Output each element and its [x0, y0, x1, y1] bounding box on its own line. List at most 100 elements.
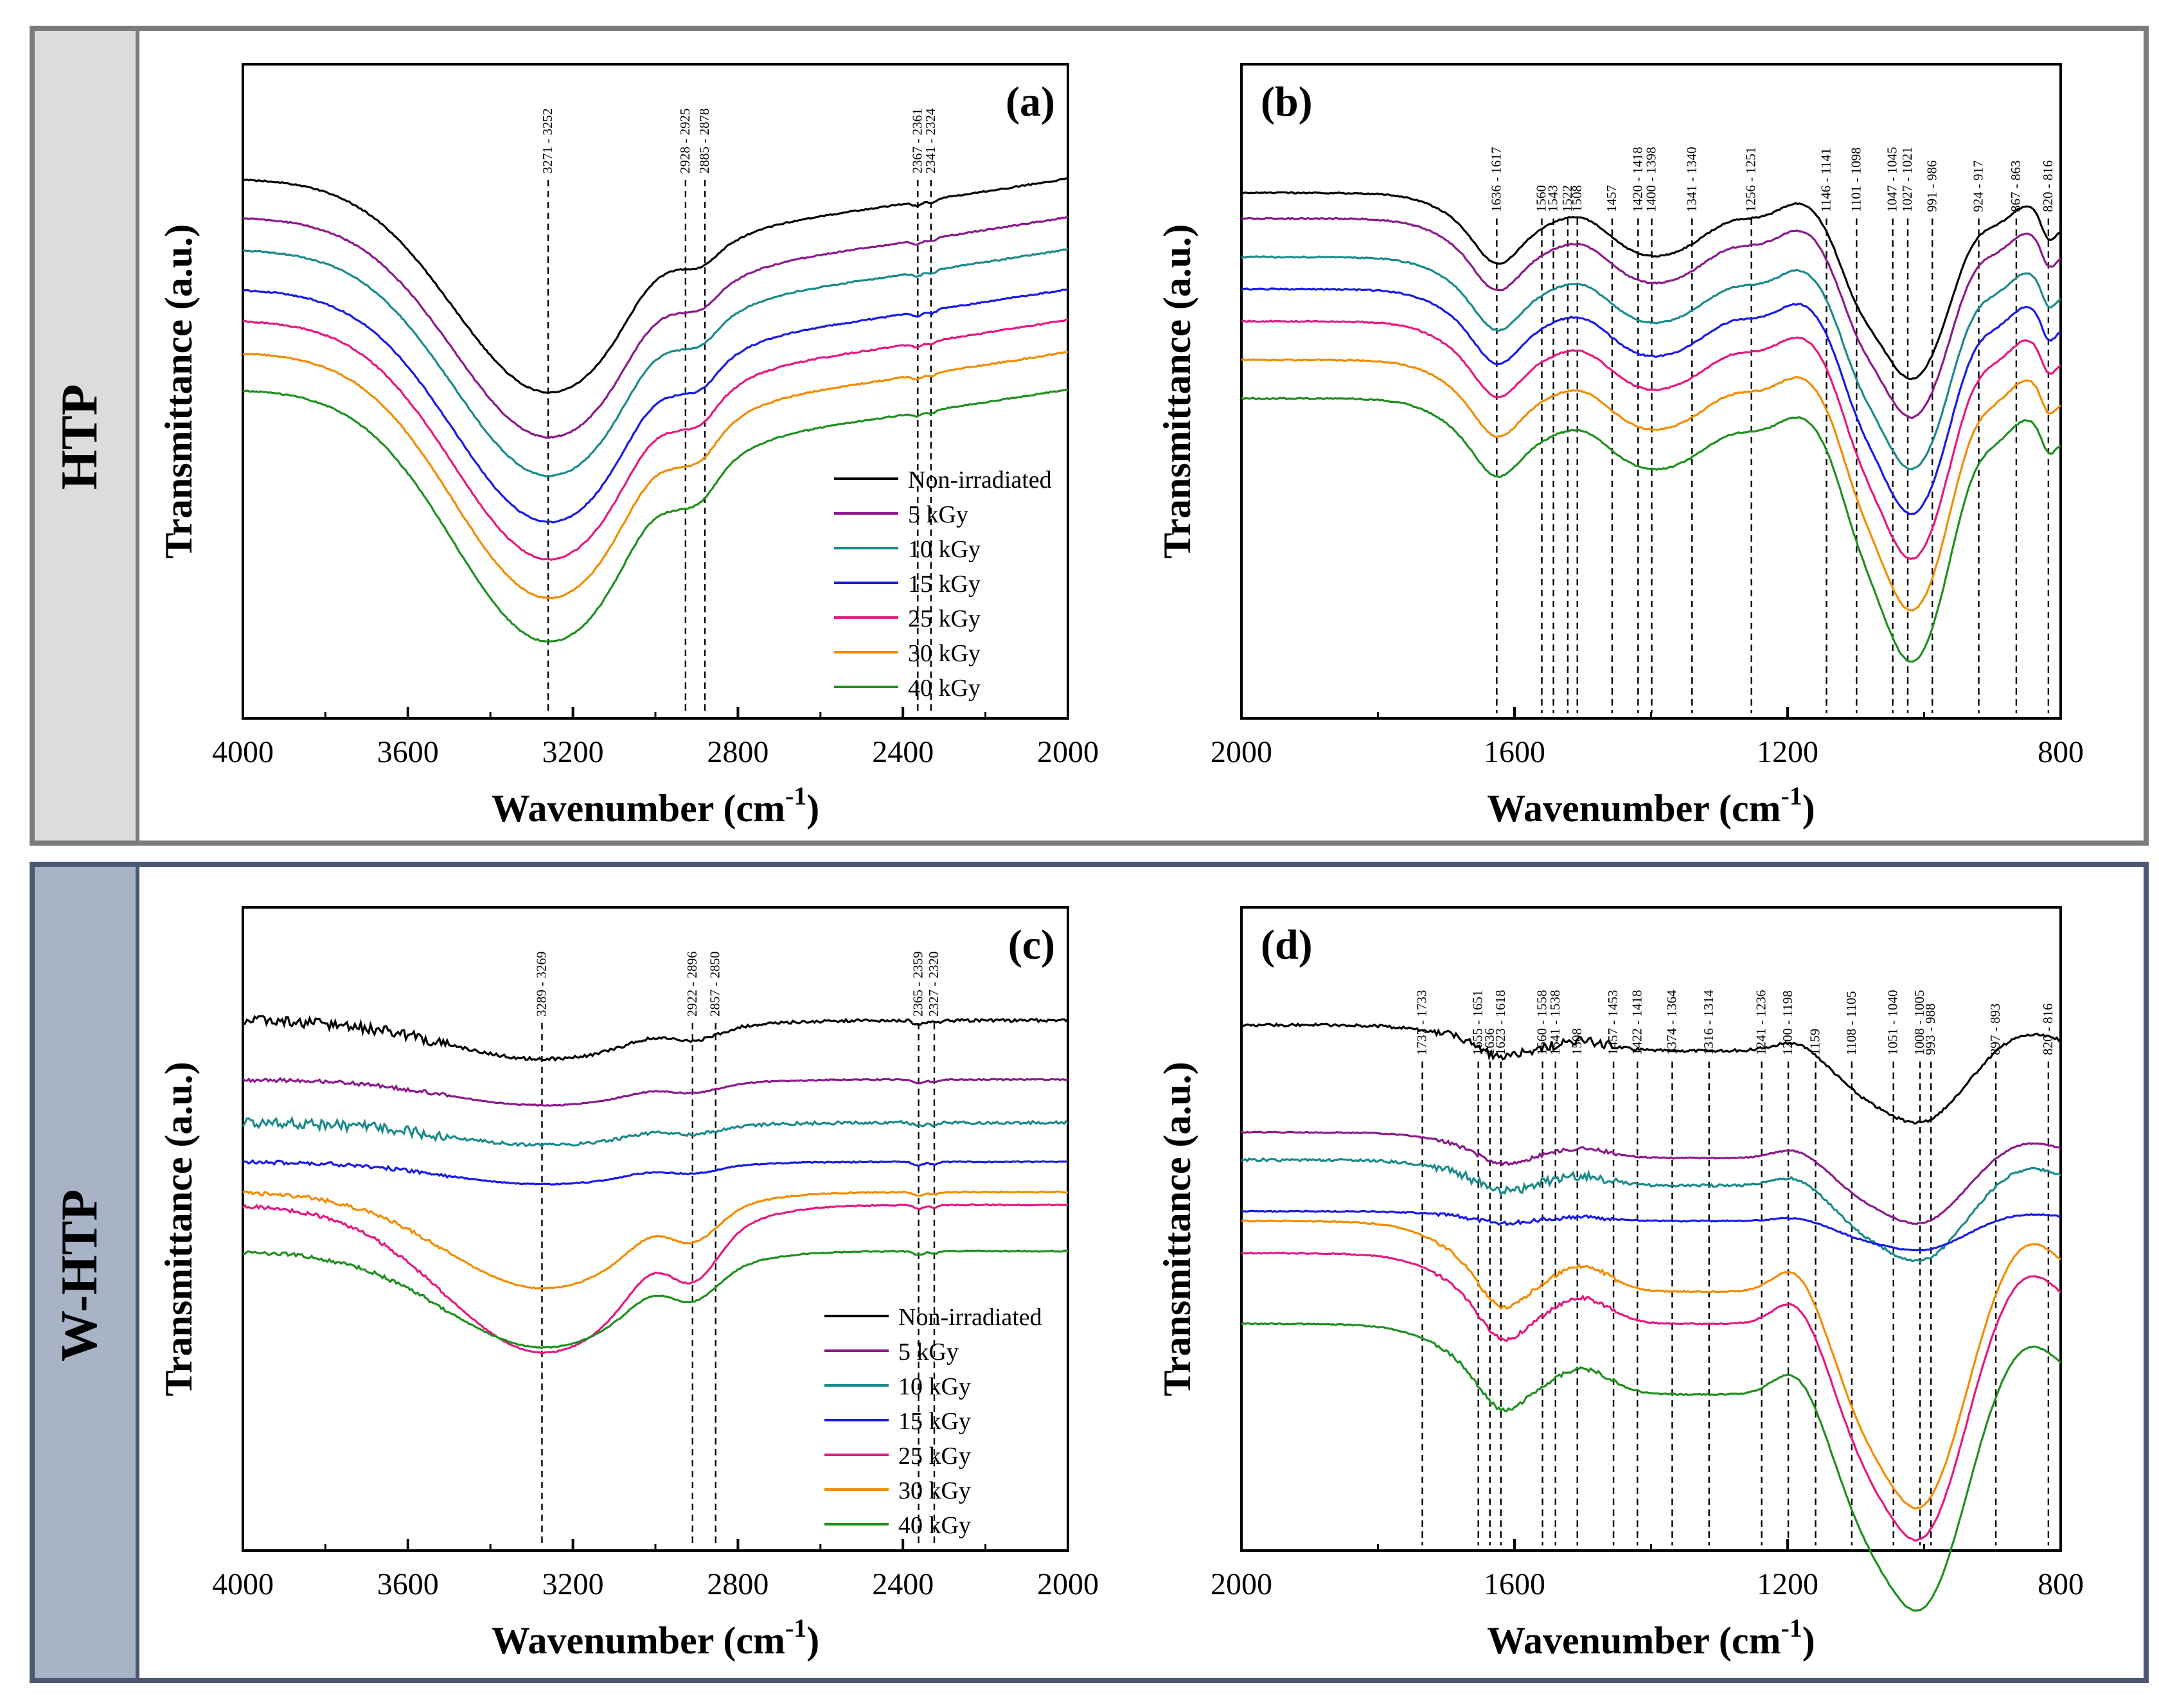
series-line-10-kgy: [242, 1116, 1069, 1148]
peak-label: 2922 - 2896: [684, 952, 700, 1017]
peak-label: 1200 - 1198: [1780, 990, 1795, 1055]
y-axis-label: Transmittance (a.u.): [1156, 1062, 1198, 1396]
series-line-15-kgy: [242, 288, 1069, 524]
peak-label: 1623 - 1618: [1493, 990, 1508, 1056]
peak-label: 1146 - 1141: [1818, 148, 1834, 212]
peak-label: 1316 - 1314: [1701, 990, 1716, 1055]
peak-label: 1241 - 1236: [1754, 990, 1769, 1056]
series-line-5-kgy: [1241, 1130, 2061, 1225]
x-tick-label: 2000: [1037, 1567, 1099, 1601]
panel-label: (a): [1006, 78, 1055, 125]
legend-entry: 10 kGy: [898, 1373, 971, 1400]
peak-label: 1560: [1534, 185, 1549, 212]
group-band-top: [35, 31, 138, 841]
peak-label: 991 - 986: [1924, 161, 1939, 213]
series-line-40-kgy: [242, 1249, 1069, 1349]
series-line-25-kgy: [243, 318, 1069, 562]
peak-label: 1737 - 1733: [1414, 990, 1430, 1056]
peak-label: 1027 - 1021: [1899, 147, 1915, 213]
peak-label: 1256 - 1251: [1743, 147, 1759, 213]
legend: Non-irradiated 5 kGy 10 kGy 15 kGy 25 kGy 30 …: [834, 467, 1052, 702]
legend-entry: 25 kGy: [908, 605, 981, 632]
x-tick-label: 3600: [377, 1567, 439, 1601]
peak-label: 1422 - 1418: [1629, 990, 1644, 1056]
series-line-non-irradiated: [1241, 191, 2061, 380]
series-line-5-kgy: [1241, 217, 2062, 420]
peak-label: 1420 - 1418: [1630, 147, 1645, 213]
series-line-non-irradiated: [242, 177, 1069, 394]
series-line-non-irradiated: [1241, 1022, 2061, 1125]
series-line-10-kgy: [242, 248, 1069, 478]
peak-label: 1508: [1569, 185, 1585, 212]
peak-label: 1560 - 1558: [1534, 990, 1550, 1056]
legend-entry: 30 kGy: [898, 1477, 971, 1504]
x-tick-label: 2400: [872, 735, 934, 769]
chart-panel-c: 4000 3600 3200 2800 2400 2000 Wavenumber (cm-1…: [157, 906, 1099, 1662]
series-line-40-kgy: [1241, 1322, 2062, 1612]
x-tick-label: 3200: [542, 735, 604, 769]
peak-label: 1457: [1604, 185, 1619, 212]
x-tick-label: 4000: [212, 735, 274, 769]
y-axis-label: Transmittance (a.u.): [1156, 224, 1198, 559]
group-label-htp: HTP: [51, 384, 108, 490]
x-tick-label: 1200: [1757, 1567, 1818, 1601]
peak-label: 3271 - 3252: [540, 109, 555, 174]
peak-label: 924 - 917: [1971, 161, 1986, 213]
series-line-25-kgy: [242, 1203, 1069, 1355]
group-frame-top: HTP: [30, 26, 2149, 846]
group-band-bottom: [35, 867, 138, 1678]
series-line-40-kgy: [1241, 396, 2061, 663]
peak-label: 1541 - 1538: [1547, 990, 1563, 1056]
peak-label: 2327 - 2320: [926, 952, 941, 1017]
y-axis-label: Transmittance (a.u.): [157, 1062, 200, 1396]
x-tick-label: 2000: [1037, 735, 1099, 769]
peak-label: 2928 - 2925: [677, 109, 693, 174]
series-line-30-kgy: [1241, 1219, 2061, 1510]
x-axis-label: Wavenumber (cm-1): [1487, 1614, 1815, 1662]
series-line-15-kgy: [1241, 1209, 2061, 1252]
peak-label: 820 - 816: [2040, 1004, 2056, 1056]
peak-label: 2857 - 2850: [707, 952, 723, 1017]
x-tick-label: 4000: [212, 1567, 274, 1601]
x-tick-label: 3600: [377, 735, 439, 769]
peak-label: 1400 - 1398: [1644, 147, 1659, 213]
peak-label: 1047 - 1045: [1885, 147, 1900, 213]
x-tick-label: 1600: [1484, 735, 1545, 769]
legend-entry: 10 kGy: [908, 536, 981, 563]
peak-label: 1051 - 1040: [1885, 990, 1901, 1056]
peak-label: 993 - 988: [1923, 1004, 1938, 1056]
peak-label: 1341 - 1340: [1684, 147, 1699, 213]
peak-label: 1374 - 1364: [1664, 990, 1679, 1055]
series-line-15-kgy: [1241, 287, 2061, 515]
chart-panel-d: 2000 1600 1200 800 Wavenumber (cm-1) Transmit…: [1156, 906, 2084, 1662]
series-line-40-kgy: [242, 389, 1068, 643]
chart-panel-a: 4000 3600 3200 2800 2400 2000 Wavenumber (cm-1…: [157, 63, 1099, 830]
x-tick-label: 2000: [1211, 1567, 1272, 1601]
panel-label: (d): [1261, 921, 1313, 968]
legend-entry: 5 kGy: [908, 501, 968, 528]
x-tick-label: 2800: [707, 735, 769, 769]
series-line-10-kgy: [1241, 1157, 2062, 1263]
legend: Non-irradiated 5 kGy 10 kGy 15 kGy 25 kGy 30 …: [824, 1304, 1042, 1539]
legend-entry: 5 kGy: [898, 1339, 959, 1366]
peak-label: 867 - 863: [2008, 161, 2023, 213]
series-line-15-kgy: [242, 1159, 1069, 1186]
x-tick-label: 2000: [1211, 735, 1272, 769]
peak-label: 3289 - 3269: [533, 952, 549, 1017]
legend-entry: 40 kGy: [898, 1512, 971, 1539]
legend-entry: 15 kGy: [908, 571, 981, 598]
series-line-30-kgy: [242, 1190, 1069, 1290]
series-line-5-kgy: [242, 1077, 1069, 1107]
legend-entry: Non-irradiated: [908, 467, 1052, 494]
series-line-25-kgy: [1241, 1251, 2061, 1542]
peak-label: 1008 - 1005: [1912, 990, 1927, 1056]
x-axis-label: Wavenumber (cm-1): [492, 781, 820, 830]
x-tick-label: 800: [2038, 735, 2084, 769]
series-line-30-kgy: [1241, 358, 2061, 612]
peak-label: 2885 - 2878: [697, 109, 712, 174]
legend-entry: 15 kGy: [898, 1408, 971, 1435]
series-line-non-irradiated: [242, 1015, 1069, 1062]
peak-label: 1636 - 1617: [1488, 147, 1504, 213]
peak-label: 1457 - 1453: [1605, 990, 1621, 1056]
